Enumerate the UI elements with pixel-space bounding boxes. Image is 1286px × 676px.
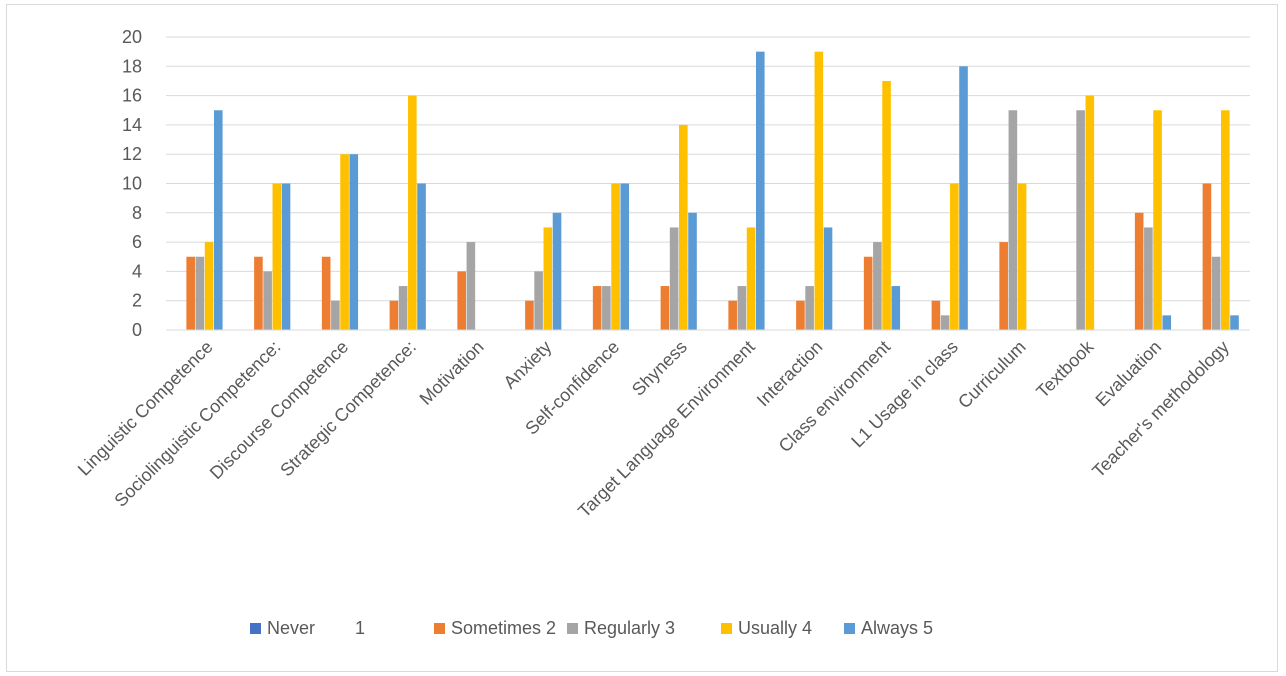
y-tick-label: 4 [132,261,142,281]
bar [534,271,543,330]
bar [1153,110,1162,330]
bar [1008,110,1018,330]
bar [592,286,602,330]
bar [1230,315,1239,330]
bar [602,286,611,330]
legend-swatch [721,623,732,634]
legend-label: Never 1 [267,618,365,638]
bar [331,300,340,330]
bar [417,183,426,330]
bar [823,227,833,330]
category-label: Linguistic Competence [74,337,217,480]
y-tick-label: 8 [132,203,142,223]
category-label: Interaction [753,337,827,411]
bar [272,183,282,330]
bar [660,286,670,330]
category-label: Shyness [628,337,691,400]
category-label: Anxiety [500,337,556,393]
bar [1202,183,1212,330]
bar [1221,110,1230,330]
bar [746,227,756,330]
bar [543,227,553,330]
bars [186,51,1239,331]
bar [1211,256,1221,330]
bar [204,242,214,330]
bar [186,256,195,330]
bar [873,242,882,330]
bar [408,95,417,330]
bar [195,256,205,330]
bar [796,300,805,330]
y-tick-label: 20 [122,27,142,47]
bar [398,286,408,330]
bar [1162,315,1172,330]
legend-swatch [844,623,855,634]
y-tick-label: 10 [122,174,142,194]
bar [620,183,630,330]
category-label: Discourse Competence [206,337,352,483]
category-label: Strategic Competence: [276,337,420,481]
bar [1085,95,1095,330]
bar [389,300,399,330]
bar [940,315,950,330]
bar [959,66,968,331]
bar [281,183,291,330]
legend-swatch [434,623,445,634]
bar [213,110,223,330]
bar [688,212,697,330]
legend: Never 1 Sometimes 2 Regularly 3 Usually 4 Al… [250,618,933,638]
bar [263,271,272,330]
bar [457,271,466,330]
y-tick-label: 2 [132,291,142,311]
legend-label: Regularly 3 [584,618,675,638]
bar [814,51,824,331]
y-tick-label: 0 [132,320,142,340]
bar [611,183,620,330]
bar [349,154,359,330]
category-label: Textbook [1032,336,1098,402]
category-label: Evaluation [1092,337,1166,411]
y-tick-label: 18 [122,56,142,76]
bar [805,286,814,330]
y-tick-label: 6 [132,232,142,252]
legend-label: Always 5 [861,618,933,638]
bar [882,80,891,330]
legend-swatch [250,623,261,634]
bar [1134,212,1144,330]
bar [340,154,349,330]
legend-swatch [567,623,578,634]
bar [321,256,331,330]
bar [1017,183,1027,330]
bar [737,286,747,330]
bar [891,286,901,330]
y-tick-label: 16 [122,86,142,106]
bar [552,212,562,330]
y-tick-label: 14 [122,115,142,135]
bar [679,124,688,331]
legend-label: Sometimes 2 [451,618,556,638]
bar [999,242,1008,330]
y-tick-label: 12 [122,144,142,164]
category-label: Curriculum [954,337,1030,413]
bar [728,300,737,330]
bar [254,256,263,330]
bar [669,227,679,330]
bar [1076,110,1085,330]
bar [525,300,534,330]
bar [950,183,959,330]
legend-label: Usually 4 [738,618,812,638]
bar [863,256,873,330]
category-label: Motivation [416,337,488,409]
category-label: Teacher's methodology [1088,337,1233,482]
bar [755,51,765,331]
category-label: Class environment [775,337,895,457]
bar [1144,227,1153,330]
bar [466,242,476,330]
bar [931,300,941,330]
y-axis-ticks: 0 2 4 6 8 10 12 14 16 18 20 [122,27,142,340]
